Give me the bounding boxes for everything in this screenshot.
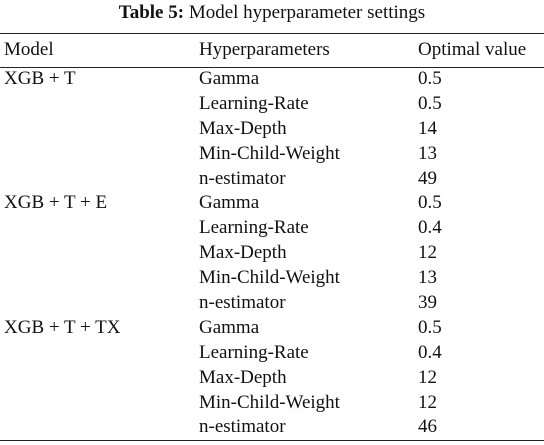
hyperparameter-table: Model Hyperparameters Optimal value XGB …: [0, 36, 544, 440]
model-cell: [0, 341, 199, 366]
table-bottom-rule: [0, 440, 544, 441]
optimal-value-cell: 0.5: [418, 68, 442, 89]
model-cell: [0, 291, 199, 316]
table-top-rule: [0, 33, 544, 34]
model-cell: [0, 142, 199, 167]
optimal-value-cell: 0.4: [418, 341, 442, 363]
table-row: n-estimator 49: [0, 167, 544, 192]
hyperparameter-cell: Learning-Rate: [199, 341, 309, 363]
optimal-value-cell: 12: [418, 242, 437, 264]
table-row: XGB + T Gamma 0.5: [0, 67, 544, 92]
table-header-rule: [0, 67, 544, 68]
optimal-value-cell: 46: [418, 416, 437, 438]
optimal-value-cell: 13: [418, 267, 437, 289]
hyperparameter-cell: Max-Depth: [199, 117, 287, 139]
optimal-value-cell: 0.5: [418, 316, 442, 338]
hyperparameter-cell: Gamma: [199, 192, 260, 214]
model-cell: XGB + T + E: [4, 192, 108, 214]
hyperparameter-cell: Max-Depth: [199, 242, 287, 264]
model-cell: [0, 266, 199, 291]
column-header-model: Model: [4, 39, 54, 60]
table-row: XGB + T + E Gamma 0.5: [0, 191, 544, 216]
hyperparameter-cell: Min-Child-Weight: [199, 391, 340, 413]
table-row: n-estimator 46: [0, 415, 544, 440]
hyperparameter-cell: n-estimator: [199, 416, 286, 438]
model-cell: [0, 366, 199, 391]
hyperparameter-cell: Learning-Rate: [199, 217, 309, 239]
model-cell: [0, 167, 199, 192]
table-row: Min-Child-Weight 13: [0, 266, 544, 291]
model-cell: [0, 92, 199, 117]
optimal-value-cell: 0.5: [418, 192, 442, 214]
table-caption-text: Model hyperparameter settings: [188, 2, 426, 23]
hyperparameter-cell: Min-Child-Weight: [199, 142, 340, 164]
model-cell: [0, 415, 199, 440]
hyperparameter-cell: Min-Child-Weight: [199, 267, 340, 289]
column-header-optimal-value: Optimal value: [418, 39, 527, 60]
table-row: Max-Depth 12: [0, 366, 544, 391]
table-row: Max-Depth 12: [0, 241, 544, 266]
optimal-value-cell: 13: [418, 142, 437, 164]
optimal-value-cell: 14: [418, 117, 437, 139]
table-row: Min-Child-Weight 13: [0, 142, 544, 167]
model-cell: XGB + T: [4, 68, 76, 89]
hyperparameter-cell: Learning-Rate: [199, 92, 309, 114]
optimal-value-cell: 0.4: [418, 217, 442, 239]
hyperparameter-cell: n-estimator: [199, 292, 286, 314]
table-caption: Table 5: Model hyperparameter settings: [0, 2, 544, 24]
model-cell: [0, 391, 199, 416]
optimal-value-cell: 0.5: [418, 92, 442, 114]
optimal-value-cell: 12: [418, 366, 437, 388]
hyperparameter-cell: Gamma: [199, 316, 260, 338]
table-header-row: Model Hyperparameters Optimal value: [0, 36, 544, 67]
table-row: Max-Depth 14: [0, 117, 544, 142]
table-caption-label: Table 5:: [118, 2, 185, 23]
model-cell: [0, 117, 199, 142]
model-cell: [0, 216, 199, 241]
hyperparameter-cell: Gamma: [199, 68, 260, 89]
table-row: Min-Child-Weight 12: [0, 391, 544, 416]
table-row: XGB + T + TX Gamma 0.5: [0, 316, 544, 341]
model-cell: [0, 241, 199, 266]
optimal-value-cell: 39: [418, 292, 437, 314]
table-row: Learning-Rate 0.5: [0, 92, 544, 117]
table-row: Learning-Rate 0.4: [0, 216, 544, 241]
table-body: XGB + T Gamma 0.5 Learning-Rate 0.5 Max-Depth…: [0, 67, 544, 440]
table-row: n-estimator 39: [0, 291, 544, 316]
optimal-value-cell: 12: [418, 391, 437, 413]
hyperparameter-cell: n-estimator: [199, 167, 286, 189]
hyperparameter-cell: Max-Depth: [199, 366, 287, 388]
column-header-hyperparameters: Hyperparameters: [199, 39, 330, 60]
model-cell: XGB + T + TX: [4, 316, 121, 338]
optimal-value-cell: 49: [418, 167, 437, 189]
table-row: Learning-Rate 0.4: [0, 341, 544, 366]
